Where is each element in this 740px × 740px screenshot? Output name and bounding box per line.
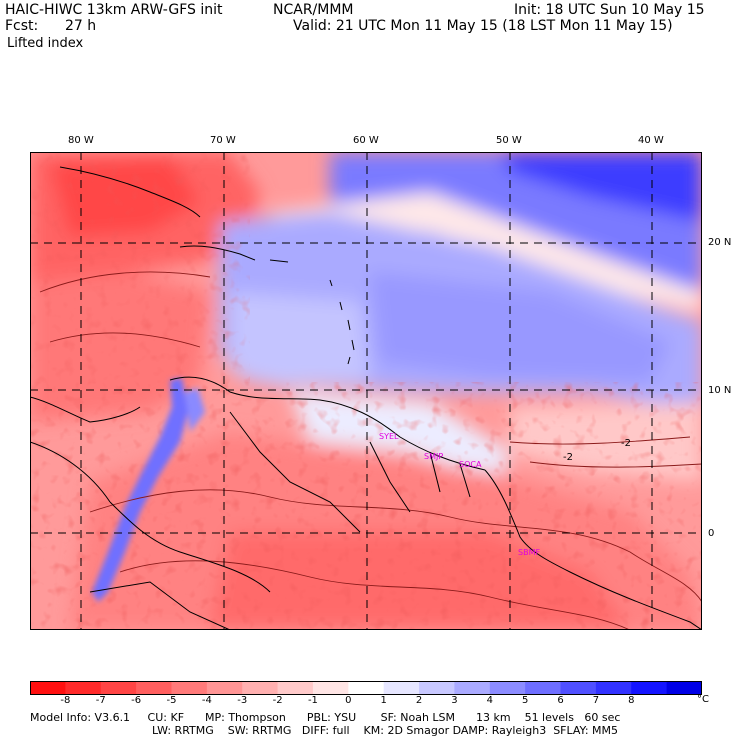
- station-label-soca: SOCA: [459, 460, 482, 469]
- colorbar-tick-label: -7: [95, 695, 106, 706]
- model-info-line1: Model Info: V3.6.1 CU: KF MP: Thompson P…: [30, 711, 621, 724]
- map-title: HAIC-HIWC 13km ARW-GFS init: [5, 2, 223, 18]
- colorbar-tick-label: -3: [237, 695, 248, 706]
- lon-label-40w: 40 W: [638, 135, 664, 146]
- colorbar-tick-label: -2: [272, 695, 283, 706]
- colorbar-swatch: [525, 681, 562, 695]
- colorbar-tick-label: 2: [415, 695, 423, 706]
- forecast-label: Fcst:: [5, 18, 39, 34]
- colorbar-swatch: [631, 681, 668, 695]
- colorbar-tick-label: 3: [451, 695, 458, 706]
- lat-label-10n: 10 N: [708, 385, 732, 396]
- colorbar-tick-label: 4: [486, 695, 493, 706]
- colorbar-tick-label: -8: [60, 695, 71, 706]
- colorbar-tick-label: -4: [201, 695, 212, 706]
- lon-label-60w: 60 W: [353, 135, 379, 146]
- contour-label: -2: [621, 438, 631, 449]
- colorbar-tick-label: 1: [380, 695, 387, 706]
- colorbar-swatch: [30, 681, 66, 695]
- colorbar: [30, 681, 702, 695]
- forecast-hour: 27 h: [65, 18, 97, 34]
- colorbar-swatch: [454, 681, 491, 695]
- colorbar-tick-label: 5: [521, 695, 529, 706]
- colorbar-swatch: [595, 681, 632, 695]
- colorbar-unit: °C: [697, 694, 709, 705]
- station-label-syel: SYEL: [379, 432, 399, 441]
- colorbar-swatch: [206, 681, 243, 695]
- lat-label-0: 0: [708, 528, 715, 539]
- colorbar-swatch: [348, 681, 385, 695]
- colorbar-swatch: [136, 681, 172, 695]
- valid-time: Valid: 21 UTC Mon 11 May 15 (18 LST Mon …: [293, 18, 673, 34]
- colorbar-swatch: [171, 681, 208, 695]
- colorbar-swatch: [560, 681, 597, 695]
- lifted-index-map: [30, 152, 702, 630]
- colorbar-swatch: [383, 681, 420, 695]
- colorbar-swatch: [666, 681, 702, 695]
- colorbar-swatch: [489, 681, 526, 695]
- colorbar-tick-label: 8: [628, 695, 635, 706]
- init-time: Init: 18 UTC Sun 10 May 15: [514, 2, 705, 18]
- lon-label-70w: 70 W: [210, 135, 236, 146]
- colorbar-tick-label: -5: [166, 695, 177, 706]
- colorbar-swatch: [312, 681, 349, 695]
- colorbar-tick-label: 7: [592, 695, 600, 706]
- colorbar-swatch: [100, 681, 137, 695]
- station-label-sbmf: SBMF: [518, 548, 541, 557]
- colorbar-tick-label: 6: [557, 695, 564, 706]
- lon-label-80w: 80 W: [68, 135, 94, 146]
- colorbar-swatch: [419, 681, 455, 695]
- colorbar-frame: [30, 681, 702, 695]
- colorbar-swatch: [277, 681, 314, 695]
- colorbar-swatch: [242, 681, 279, 695]
- colorbar-tick-label: -6: [131, 695, 142, 706]
- organization: NCAR/MMM: [273, 2, 354, 18]
- station-label-smjp: SMJP: [424, 452, 444, 461]
- colorbar-tick-label: -1: [307, 695, 318, 706]
- model-info-line2: LW: RRTMG SW: RRTMG DIFF: full KM: 2D Sm…: [152, 724, 618, 737]
- lon-label-50w: 50 W: [496, 135, 522, 146]
- colorbar-swatch: [65, 681, 102, 695]
- field-name: Lifted index: [7, 36, 84, 51]
- lat-label-20n: 20 N: [708, 237, 732, 248]
- colorbar-tick-label: 0: [345, 695, 352, 706]
- contour-label: -2: [563, 452, 573, 463]
